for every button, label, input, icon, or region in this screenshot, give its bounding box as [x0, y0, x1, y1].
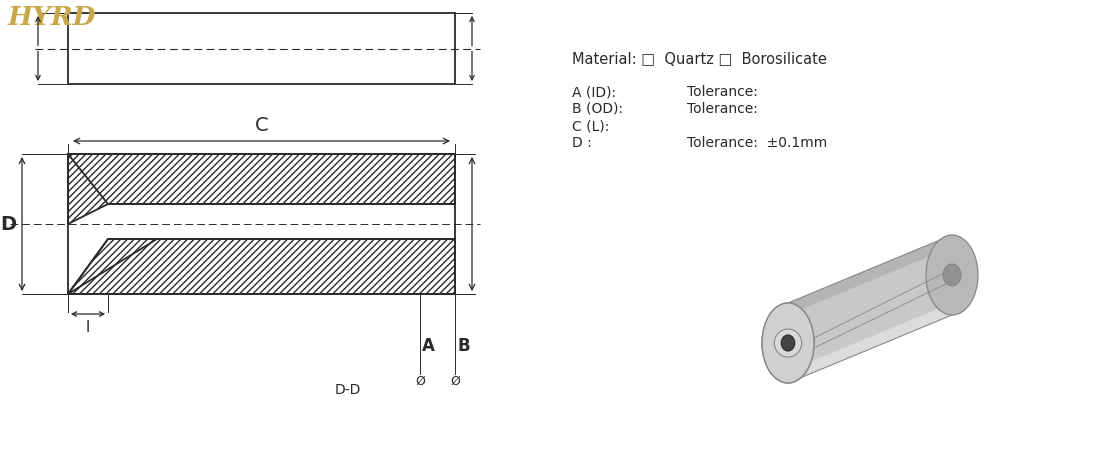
Text: HYRD: HYRD	[8, 5, 96, 30]
Text: D: D	[0, 215, 16, 234]
Text: C: C	[254, 116, 268, 135]
Text: D-D: D-D	[335, 382, 362, 396]
Text: Tolerance:: Tolerance:	[687, 102, 758, 116]
Text: A: A	[422, 336, 435, 354]
Text: Material: □  Quartz □  Borosilicate: Material: □ Quartz □ Borosilicate	[573, 52, 827, 67]
Text: Ø: Ø	[450, 374, 460, 387]
Text: D :: D :	[573, 136, 591, 150]
Ellipse shape	[762, 304, 814, 383]
Polygon shape	[788, 235, 952, 315]
Ellipse shape	[943, 264, 961, 286]
Polygon shape	[788, 235, 952, 383]
Ellipse shape	[781, 335, 795, 351]
Polygon shape	[68, 155, 455, 225]
Ellipse shape	[926, 235, 978, 315]
Text: Ø: Ø	[415, 374, 425, 387]
Text: B: B	[456, 336, 470, 354]
Ellipse shape	[781, 335, 795, 351]
Text: C (L):: C (L):	[573, 119, 609, 133]
Ellipse shape	[762, 304, 814, 383]
Text: l: l	[86, 319, 90, 334]
Polygon shape	[68, 239, 455, 295]
Text: A (ID):: A (ID):	[573, 85, 616, 99]
Ellipse shape	[775, 329, 801, 357]
Text: B (OD):: B (OD):	[573, 102, 623, 116]
Text: Tolerance:: Tolerance:	[687, 85, 758, 99]
Ellipse shape	[775, 329, 801, 357]
Polygon shape	[788, 304, 952, 383]
Text: Tolerance:  ±0.1mm: Tolerance: ±0.1mm	[687, 136, 827, 150]
